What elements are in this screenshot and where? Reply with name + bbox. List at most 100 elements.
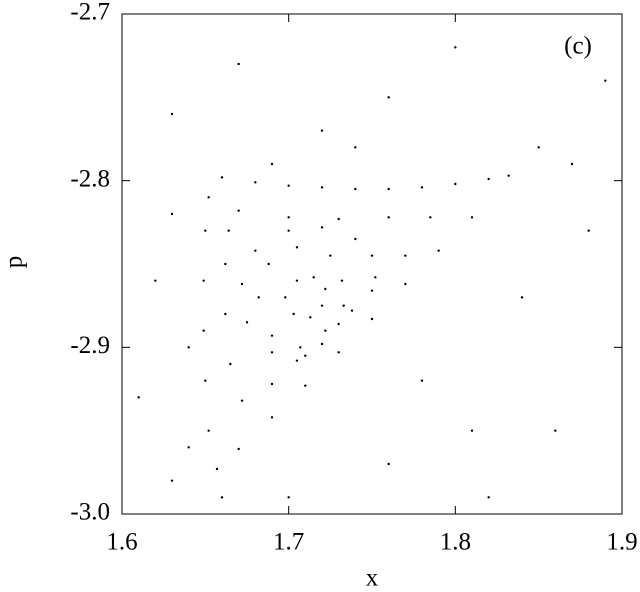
point	[254, 181, 257, 184]
point	[604, 79, 607, 82]
point	[454, 46, 457, 49]
point	[329, 254, 332, 257]
point	[257, 296, 260, 299]
point	[320, 129, 324, 132]
point	[202, 279, 205, 282]
point	[237, 209, 240, 212]
point	[340, 279, 344, 282]
point	[337, 351, 340, 354]
y-tick-label: -2.7	[70, 0, 110, 26]
point	[374, 276, 377, 279]
x-tick-label: 1.7	[273, 529, 304, 556]
point	[224, 312, 227, 316]
point	[220, 176, 224, 179]
point	[320, 342, 324, 346]
point	[237, 62, 240, 66]
point	[370, 289, 374, 292]
point	[270, 162, 274, 166]
point	[267, 262, 270, 266]
point	[287, 216, 290, 219]
point	[350, 309, 354, 312]
point	[354, 237, 357, 241]
point	[187, 446, 190, 449]
point	[404, 254, 407, 257]
point	[337, 217, 340, 221]
point	[387, 216, 390, 219]
point	[320, 186, 324, 189]
point	[187, 346, 190, 349]
x-tick-label: 1.8	[440, 529, 471, 556]
point	[220, 496, 224, 499]
point	[224, 262, 227, 266]
point	[170, 479, 174, 482]
point	[570, 162, 574, 166]
point	[337, 322, 340, 326]
point	[487, 177, 490, 181]
point	[287, 496, 290, 499]
point	[229, 362, 232, 366]
point	[215, 467, 219, 471]
point	[284, 296, 287, 299]
point	[299, 346, 302, 349]
point	[154, 279, 157, 282]
y-tick-label: -3.0	[70, 499, 110, 526]
point	[202, 329, 205, 332]
point	[554, 429, 557, 432]
point	[342, 304, 345, 307]
point	[420, 186, 424, 189]
point	[587, 229, 590, 232]
point	[227, 229, 230, 232]
point	[207, 196, 210, 199]
point	[470, 216, 474, 219]
x-tick-label: 1.6	[106, 529, 137, 556]
point	[295, 279, 299, 282]
point	[404, 282, 407, 286]
point	[312, 276, 315, 279]
point	[324, 287, 327, 291]
point	[207, 429, 210, 432]
point	[354, 187, 357, 191]
point	[270, 351, 274, 354]
point	[324, 329, 327, 332]
point	[170, 212, 174, 216]
point	[320, 304, 324, 307]
point	[354, 146, 357, 149]
point	[170, 112, 174, 116]
y-tick-label: -2.8	[70, 165, 110, 192]
point	[304, 384, 307, 387]
point	[420, 379, 424, 382]
plot-frame	[121, 13, 623, 515]
y-axis-label: p	[1, 256, 28, 269]
annotation: (c)	[564, 33, 592, 60]
point	[287, 184, 290, 187]
point	[470, 429, 474, 432]
y-tick-label: -2.9	[70, 332, 110, 359]
point	[295, 359, 299, 362]
point	[387, 462, 390, 466]
x-axis-label: x	[366, 565, 379, 592]
point	[487, 496, 490, 499]
point	[387, 96, 390, 99]
point	[309, 316, 312, 319]
point	[240, 399, 244, 402]
point	[204, 379, 207, 382]
point	[295, 246, 299, 249]
point	[429, 216, 432, 219]
point	[270, 334, 274, 337]
point	[270, 382, 274, 386]
point	[520, 296, 524, 299]
point	[304, 354, 307, 357]
point	[254, 249, 257, 252]
point	[292, 312, 295, 316]
point	[370, 254, 374, 257]
point	[237, 447, 240, 451]
point	[245, 321, 249, 324]
point	[320, 226, 324, 229]
point	[507, 174, 510, 177]
point	[454, 182, 457, 186]
point	[387, 187, 390, 191]
x-tick-label: 1.9	[606, 529, 637, 556]
point	[137, 396, 140, 399]
